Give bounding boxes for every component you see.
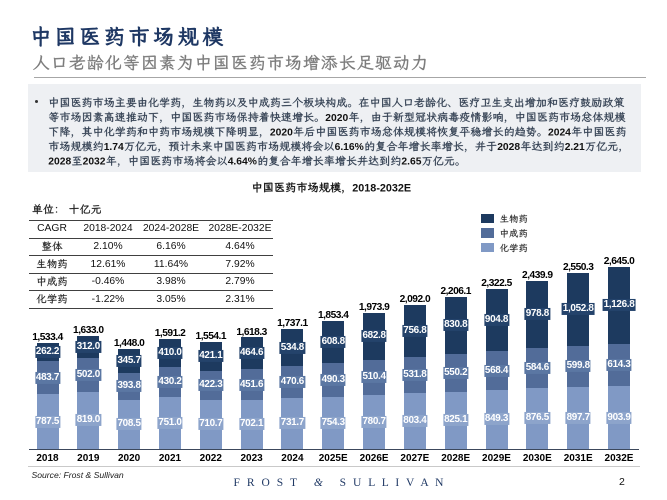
- svg-text:2024: 2024: [548, 128, 571, 139]
- svg-text:2028: 2028: [497, 142, 520, 153]
- svg-text:2.65: 2.65: [401, 157, 421, 168]
- svg-text:4.64%: 4.64%: [228, 157, 257, 168]
- svg-text:2.21: 2.21: [565, 142, 585, 153]
- svg-text:2020: 2020: [270, 128, 293, 139]
- svg-text:2020: 2020: [325, 113, 348, 124]
- svg-text:6.16%: 6.16%: [335, 142, 364, 153]
- svg-text:2032: 2032: [83, 157, 106, 168]
- svg-text:1.74: 1.74: [104, 142, 124, 153]
- svg-text:2028: 2028: [48, 157, 71, 168]
- svg-text:2018-2032E: 2018-2032E: [352, 182, 411, 194]
